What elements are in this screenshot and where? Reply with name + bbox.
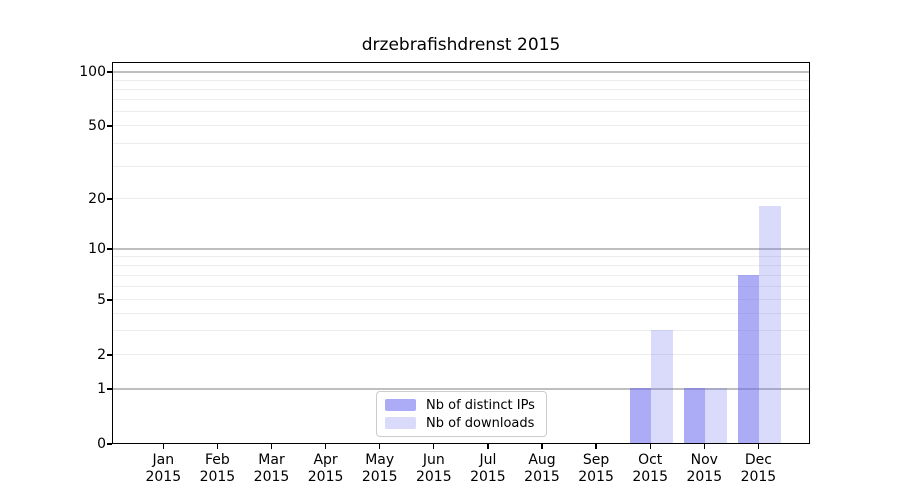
y-gridline [113,354,809,356]
x-tick-label: May 2015 [361,452,398,485]
legend-label: Nb of downloads [426,415,535,431]
y-tick-label: 1 [97,380,106,397]
y-gridline [113,256,809,258]
bar-distinct-ips [629,388,652,444]
y-tick [107,125,112,127]
x-tick [703,444,705,449]
y-tick-label: 5 [97,291,106,308]
y-gridline [113,388,809,390]
x-tick-label: Jan 2015 [145,452,182,485]
y-gridline [113,274,809,276]
bar-downloads [705,388,727,444]
x-tick-label: Mar 2015 [253,452,290,485]
x-tick [433,444,435,449]
y-tick [107,198,112,200]
plot-area [112,62,810,444]
x-tick [162,444,164,449]
x-tick-label: Aug 2015 [524,452,560,485]
y-gridline [113,125,809,127]
y-tick [107,248,112,250]
y-tick [107,354,112,356]
y-gridline [113,111,809,113]
y-tick-label: 20 [88,190,106,207]
legend-item: Nb of downloads [385,417,538,430]
x-tick-label: Nov 2015 [686,452,723,485]
x-tick [595,444,597,449]
y-gridline [113,166,809,168]
x-tick-label: Jun 2015 [415,452,452,485]
legend-swatch [385,417,416,429]
bar-distinct-ips [737,274,760,444]
x-tick [487,444,489,449]
legend: Nb of distinct IPs Nb of downloads [376,391,547,437]
y-tick-label: 0 [97,435,106,452]
y-gridline [113,198,809,200]
x-tick [379,444,381,449]
x-tick [649,444,651,449]
bar-downloads [759,206,782,444]
x-tick-label: Jul 2015 [470,452,506,485]
x-tick [270,444,273,449]
y-gridline [113,143,809,145]
y-gridline [113,88,809,90]
bar-distinct-ips [683,388,706,444]
y-tick [107,388,112,390]
chart-title: drzebrafishdrenst 2015 [361,35,561,55]
y-tick [107,443,112,445]
y-tick [107,71,112,73]
y-gridline [113,79,809,81]
x-tick-label: Apr 2015 [307,452,344,485]
y-gridline [113,248,809,250]
x-tick-label: Dec 2015 [740,452,777,485]
y-tick-label: 100 [79,63,106,80]
x-tick-label: Feb 2015 [199,452,236,485]
x-tick-label: Oct 2015 [632,452,668,485]
y-gridline [113,299,809,301]
y-tick-label: 10 [88,240,106,257]
x-tick [757,444,760,449]
x-tick [216,444,219,449]
x-tick-label: Sep 2015 [578,452,614,485]
legend-swatch [385,399,416,411]
y-tick-label: 2 [97,346,106,363]
legend-label: Nb of distinct IPs [426,397,535,413]
y-gridline [113,330,809,332]
y-gridline [113,264,809,266]
legend-item: Nb of distinct IPs [385,399,538,412]
y-gridline [113,99,809,101]
x-tick [324,444,327,449]
y-gridline [113,285,809,287]
y-gridline [113,71,809,73]
y-tick-label: 50 [88,117,106,134]
bar-downloads [651,330,673,444]
y-gridline [113,312,809,314]
y-tick [107,299,112,301]
x-tick [541,444,543,449]
